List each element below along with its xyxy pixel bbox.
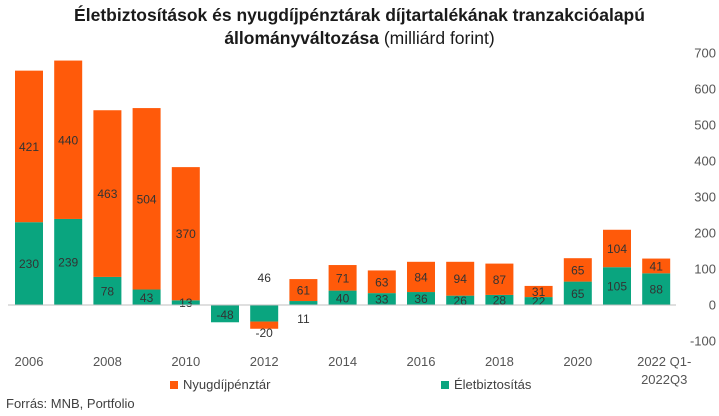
data-label-eletbiztositas: 33 [375, 293, 389, 307]
bar-eletbiztositas [367, 293, 396, 305]
data-label-eletbiztositas: 26 [454, 294, 468, 308]
y-tick-label: 200 [694, 226, 716, 241]
data-label-nyugdijpenztar: 31 [532, 285, 546, 299]
bar-nyugdijpenztar [446, 261, 475, 296]
bar-eletbiztositas [642, 273, 671, 305]
legend-swatch-elet [441, 380, 449, 389]
data-label-nyugdijpenztar: 94 [454, 272, 468, 286]
data-label-nyugdijpenztar: 440 [58, 133, 78, 147]
bar-eletbiztositas [93, 276, 122, 305]
title-line-1: Életbiztosítások és nyugdíjpénztárak díj… [74, 5, 645, 25]
bar-nyugdijpenztar [132, 108, 161, 290]
data-label-nyugdijpenztar: 84 [414, 270, 428, 284]
y-tick-label: 0 [709, 298, 716, 313]
data-label-eletbiztositas: 239 [58, 255, 78, 269]
data-label-eletbiztositas: 36 [414, 292, 428, 306]
bar-nyugdijpenztar [15, 70, 43, 223]
bar-eletbiztositas [289, 301, 318, 305]
bar-nyugdijpenztar [171, 167, 200, 301]
bar-eletbiztositas [563, 281, 592, 305]
data-label-nyugdijpenztar: 41 [650, 259, 664, 273]
y-tick-label: 400 [694, 154, 716, 169]
data-label-nyugdijpenztar: 65 [571, 263, 585, 277]
x-tick-label: 2012 [250, 354, 279, 369]
x-tick-label: 2006 [15, 354, 44, 369]
data-label-nyugdijpenztar: 71 [336, 271, 350, 285]
legend-label-nyugdij: Nyugdíjpénztár [183, 377, 271, 392]
y-tick-label: -100 [690, 334, 716, 349]
data-label-nyugdijpenztar: 463 [97, 187, 117, 201]
x-tick-label: 2018 [485, 354, 514, 369]
source-note: Forrás: MNB, Portfolio [6, 396, 135, 411]
bar-nyugdijpenztar [250, 321, 279, 329]
x-tick-label: 2014 [328, 354, 357, 369]
data-label-nyugdijpenztar: 504 [137, 192, 157, 206]
bar-eletbiztositas [328, 290, 357, 305]
data-label-nyugdijpenztar: 104 [607, 242, 627, 256]
bar-nyugdijpenztar [367, 270, 396, 294]
data-label-eletbiztositas: 28 [493, 293, 507, 307]
bar-nyugdijpenztar [603, 229, 631, 268]
data-label-eletbiztositas: -48 [216, 308, 234, 322]
x-tick-label: 2020 [563, 354, 592, 369]
bar-eletbiztositas [15, 222, 43, 305]
bar-eletbiztositas [603, 267, 631, 305]
data-label-eletbiztositas: 13 [179, 296, 193, 310]
y-tick-label: 600 [694, 82, 716, 97]
data-label-eletbiztositas: 88 [650, 283, 664, 297]
data-label-eletbiztositas: 11 [297, 312, 310, 326]
data-label-eletbiztositas: 40 [336, 291, 350, 305]
legend-item-elet: Életbiztosítás [441, 377, 531, 392]
chart-title: Életbiztosítások és nyugdíjpénztárak díj… [0, 4, 719, 50]
data-label-nyugdijpenztar: 370 [176, 227, 196, 241]
data-label-nyugdijpenztar: 87 [493, 273, 507, 287]
title-line-2-bold: állományváltozása [224, 28, 379, 48]
legend-label-elet: Életbiztosítás [454, 377, 532, 392]
bar-eletbiztositas [485, 294, 514, 305]
bar-nyugdijpenztar [54, 60, 83, 219]
bar-eletbiztositas [54, 218, 83, 305]
bar-nyugdijpenztar [93, 110, 122, 277]
x-tick-label: 2008 [93, 354, 122, 369]
y-tick-label: 100 [694, 262, 716, 277]
data-label-nyugdijpenztar: 63 [375, 275, 389, 289]
y-tick-label: 300 [694, 190, 716, 205]
data-label-nyugdijpenztar: 421 [19, 140, 39, 154]
data-label-eletbiztositas: 65 [571, 287, 585, 301]
data-label-eletbiztositas: 46 [258, 271, 272, 285]
bar-nyugdijpenztar [289, 279, 318, 302]
data-label-eletbiztositas: 230 [19, 257, 39, 271]
bar-eletbiztositas [250, 305, 279, 322]
bar-nyugdijpenztar [407, 261, 435, 293]
bar-eletbiztositas [211, 305, 239, 323]
bar-eletbiztositas [407, 292, 435, 305]
x-tick-label: 2022 Q1- [637, 354, 691, 369]
x-tick-label: 2010 [171, 354, 200, 369]
legend-item-nyugdij: Nyugdíjpénztár [170, 377, 270, 392]
data-label-eletbiztositas: 78 [101, 284, 115, 298]
bar-eletbiztositas [132, 289, 161, 305]
data-label-nyugdijpenztar: -20 [256, 326, 274, 340]
x-tick-label: 2022Q3 [641, 372, 687, 387]
bar-eletbiztositas [524, 297, 553, 305]
bar-eletbiztositas [171, 300, 200, 305]
data-label-nyugdijpenztar: 61 [297, 284, 311, 298]
bar-nyugdijpenztar [328, 265, 357, 291]
x-tick-label: 2016 [407, 354, 436, 369]
y-tick-label: 700 [694, 46, 716, 61]
bar-eletbiztositas [446, 295, 475, 305]
title-unit: (milliárd forint) [378, 28, 495, 48]
data-label-eletbiztositas: 43 [140, 291, 154, 305]
bar-nyugdijpenztar [563, 258, 592, 282]
bar-nyugdijpenztar [642, 258, 671, 274]
bar-nyugdijpenztar [524, 285, 553, 298]
bar-nyugdijpenztar [485, 263, 514, 295]
legend-swatch-nyugdij [170, 380, 178, 389]
y-tick-label: 500 [694, 118, 716, 133]
data-label-eletbiztositas: 105 [607, 280, 627, 294]
